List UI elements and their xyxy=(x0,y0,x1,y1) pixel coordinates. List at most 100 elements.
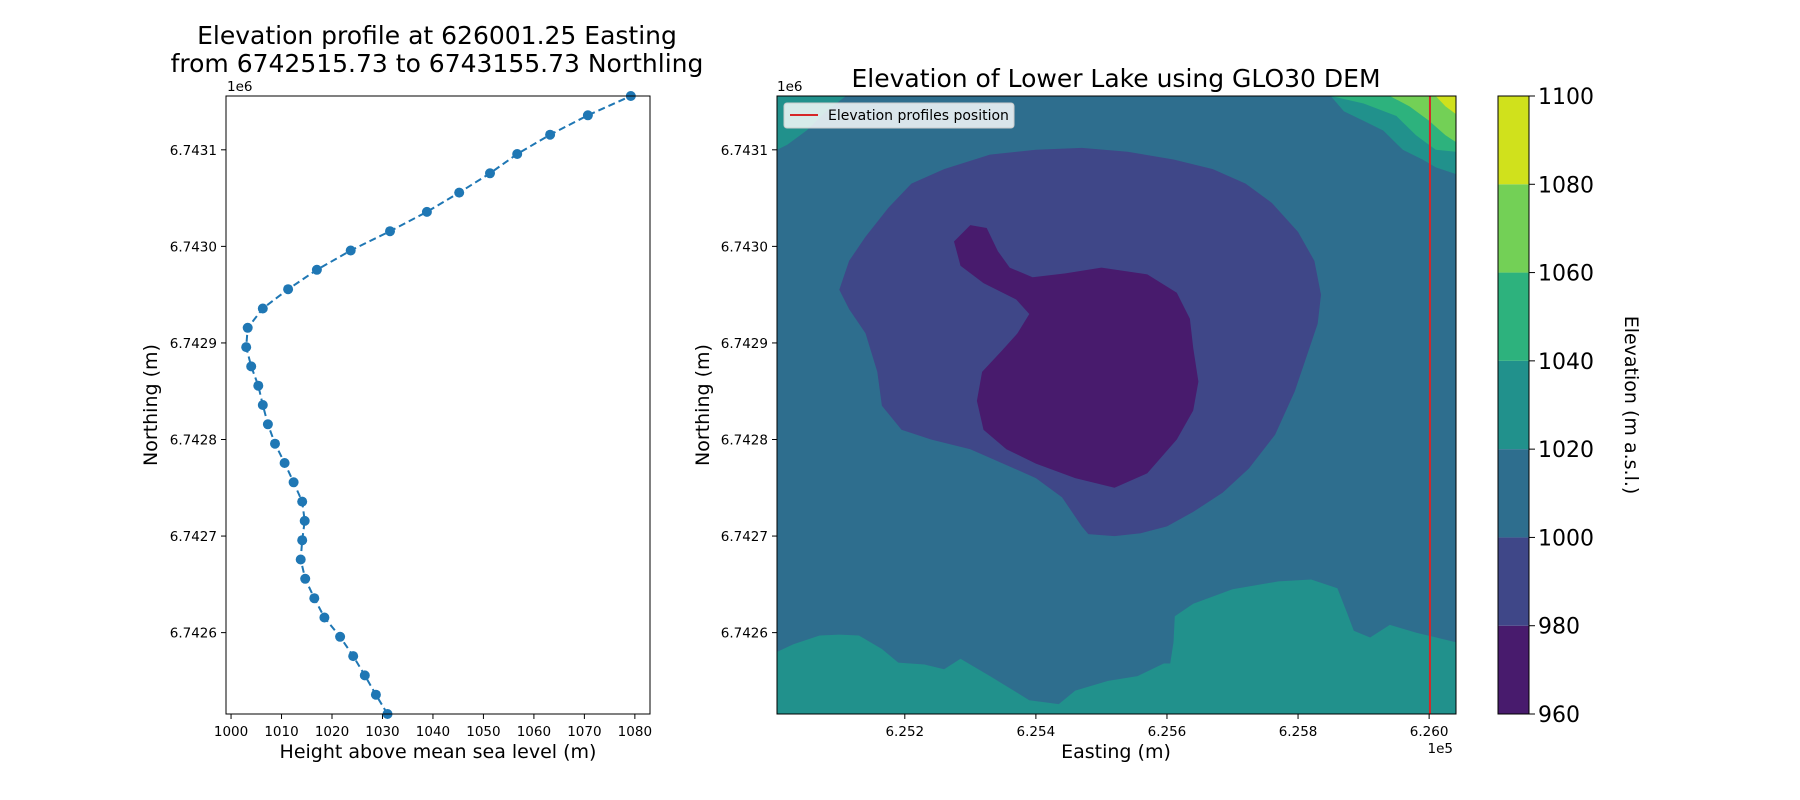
map-y-tick-label: 6.7428 xyxy=(721,433,768,449)
map-y-tick-label: 6.7431 xyxy=(721,143,768,159)
profile-data-point xyxy=(319,612,330,623)
colorbar-band xyxy=(1498,96,1529,185)
profile-data-point xyxy=(454,187,465,198)
profile-data-point xyxy=(359,670,370,681)
profile-data-point xyxy=(385,226,395,237)
colorbar-band xyxy=(1498,625,1529,714)
map-legend-box xyxy=(783,102,1015,129)
map-x-ticks: 6.252 6.254 6.256 6.258 6.260 xyxy=(885,714,1448,740)
colorbar-label: Elevation (m a.s.l.) xyxy=(1620,316,1642,495)
profile-data-point xyxy=(370,689,381,700)
profile-axes-frame xyxy=(225,95,651,715)
map-y-tick-label: 6.7430 xyxy=(721,239,768,255)
profile-x-tick-label: 1040 xyxy=(416,724,450,740)
profile-x-tick-label: 1070 xyxy=(567,724,601,740)
profile-y-tick-label: 6.7429 xyxy=(170,336,217,352)
profile-data-point xyxy=(299,515,310,526)
colorbar-tick-label: 1020 xyxy=(1538,438,1594,463)
colorbar-tick-label: 960 xyxy=(1538,703,1580,728)
profile-y-tick-label: 6.7431 xyxy=(170,143,217,159)
profile-data-point xyxy=(485,168,495,179)
colorbar-band xyxy=(1498,537,1529,626)
colorbar: 960 980 1000 1020 1040 1060 1080 1100 Elevation… xyxy=(1497,85,1642,728)
colorbar-tick-label: 1080 xyxy=(1538,173,1594,198)
profile-plot-area xyxy=(226,96,650,714)
colorbar-band xyxy=(1498,360,1529,450)
profile-x-ticks: 1000 1010 1020 1030 1040 1050 1060 1070 1080 xyxy=(214,714,652,740)
profile-data-point xyxy=(262,419,273,430)
profile-data-point xyxy=(241,342,252,353)
map-legend: Elevation profiles position xyxy=(783,102,1015,129)
map-x-tick-label: 6.260 xyxy=(1410,724,1449,740)
colorbar-band xyxy=(1498,272,1529,361)
profile-y-tick-label: 6.7427 xyxy=(170,529,217,545)
map-y-offset-label: 1e6 xyxy=(777,79,802,95)
profile-data-point xyxy=(295,554,306,565)
profile-title-line2: from 6742515.73 to 6743155.73 Northling xyxy=(171,49,704,78)
profile-data-point xyxy=(297,535,308,546)
colorbar-bands xyxy=(1498,96,1529,714)
elevation-map-chart: Elevation of Lower Lake using GLO30 DEM … xyxy=(692,64,1457,763)
profile-x-tick-label: 1020 xyxy=(315,724,349,740)
profile-data-point xyxy=(348,651,359,662)
profile-y-tick-label: 6.7428 xyxy=(170,433,217,449)
profile-x-tick-label: 1000 xyxy=(214,724,248,740)
profile-y-offset-label: 1e6 xyxy=(227,79,252,95)
profile-data-point xyxy=(270,438,280,449)
profile-x-axis-label: Height above mean sea level (m) xyxy=(280,741,597,763)
profile-x-tick-label: 1030 xyxy=(365,724,399,740)
profile-data-point xyxy=(257,303,268,314)
profile-data-point xyxy=(279,458,290,468)
colorbar-tick-label: 1040 xyxy=(1538,350,1594,375)
map-y-tick-label: 6.7426 xyxy=(721,626,768,642)
map-y-axis-label: Northing (m) xyxy=(692,344,714,466)
map-x-offset-label: 1e5 xyxy=(1428,741,1453,757)
profile-data-point xyxy=(257,400,268,410)
profile-x-tick-label: 1050 xyxy=(466,724,500,740)
profile-y-axis-label: Northing (m) xyxy=(140,344,162,466)
colorbar-band xyxy=(1498,184,1529,273)
profile-series xyxy=(241,91,636,719)
map-y-ticks: 6.7426 6.7427 6.7428 6.7429 6.7430 6.7431 xyxy=(721,143,777,642)
profile-data-point xyxy=(311,264,322,275)
profile-data-point xyxy=(545,129,556,140)
contour-region xyxy=(954,225,1199,488)
map-x-tick-label: 6.252 xyxy=(885,724,924,740)
profile-x-tick-label: 1080 xyxy=(618,724,652,740)
profile-data-point xyxy=(421,206,432,217)
colorbar-tick-label: 1000 xyxy=(1538,526,1594,551)
profile-y-tick-label: 6.7426 xyxy=(170,626,217,642)
colorbar-ticks: 960 980 1000 1020 1040 1060 1080 1100 xyxy=(1529,85,1594,728)
map-y-tick-label: 6.7427 xyxy=(721,529,768,545)
map-y-tick-label: 6.7429 xyxy=(721,336,768,352)
map-x-tick-label: 6.258 xyxy=(1279,724,1318,740)
profile-data-point xyxy=(309,593,320,604)
profile-title-line1: Elevation profile at 626001.25 Easting xyxy=(197,21,677,50)
profile-x-tick-label: 1060 xyxy=(517,724,551,740)
map-x-axis-label: Easting (m) xyxy=(1061,741,1171,763)
profile-data-point xyxy=(512,149,523,159)
colorbar-frame xyxy=(1497,95,1530,715)
profile-data-point xyxy=(246,361,257,372)
contour-region xyxy=(1435,96,1456,115)
profile-data-point xyxy=(582,110,593,121)
map-axes-frame xyxy=(776,95,1457,715)
profile-x-tick-label: 1010 xyxy=(264,724,298,740)
profile-data-point xyxy=(300,573,311,584)
map-contour-regions xyxy=(777,96,1456,714)
profile-y-ticks: 6.7426 6.7427 6.7428 6.7429 6.7430 6.7431 xyxy=(170,143,226,642)
map-title: Elevation of Lower Lake using GLO30 DEM xyxy=(851,64,1380,93)
colorbar-tick-label: 980 xyxy=(1538,615,1580,640)
profile-data-point xyxy=(283,284,294,295)
map-x-tick-label: 6.254 xyxy=(1017,724,1056,740)
map-x-tick-label: 6.256 xyxy=(1148,724,1187,740)
map-legend-label: Elevation profiles position xyxy=(828,108,1009,124)
profile-data-point xyxy=(288,477,299,488)
colorbar-band xyxy=(1498,449,1529,538)
profile-data-point xyxy=(335,631,346,642)
colorbar-tick-label: 1100 xyxy=(1538,85,1594,110)
colorbar-tick-label: 1060 xyxy=(1538,262,1594,287)
profile-data-point xyxy=(345,245,356,256)
profile-chart: Elevation profile at 626001.25 Easting f… xyxy=(140,21,703,763)
